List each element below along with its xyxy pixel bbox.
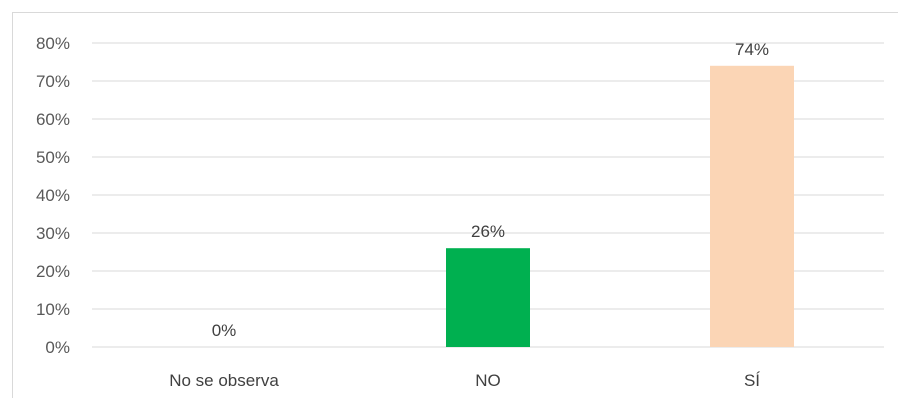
y-tick-label: 80%: [36, 34, 70, 53]
x-axis-category-labels: No se observa NO SÍ: [169, 371, 760, 390]
y-tick-label: 20%: [36, 262, 70, 281]
y-tick-label: 10%: [36, 300, 70, 319]
x-category-label: NO: [475, 371, 501, 390]
y-tick-label: 70%: [36, 72, 70, 91]
y-axis-tick-labels: 0% 10% 20% 30% 40% 50% 60% 70% 80%: [36, 34, 70, 357]
data-labels: 0% 26% 74%: [212, 40, 769, 340]
y-tick-label: 0%: [45, 338, 70, 357]
y-tick-label: 60%: [36, 110, 70, 129]
x-category-label: No se observa: [169, 371, 279, 390]
chart-frame: [12, 12, 898, 398]
bar: [446, 248, 530, 347]
y-tick-label: 30%: [36, 224, 70, 243]
data-label: 26%: [471, 222, 505, 241]
data-label: 0%: [212, 321, 237, 340]
bars: [446, 65, 794, 348]
bar: [710, 65, 794, 348]
data-label: 74%: [735, 40, 769, 59]
y-tick-label: 50%: [36, 148, 70, 167]
x-category-label: SÍ: [744, 371, 760, 390]
y-tick-label: 40%: [36, 186, 70, 205]
